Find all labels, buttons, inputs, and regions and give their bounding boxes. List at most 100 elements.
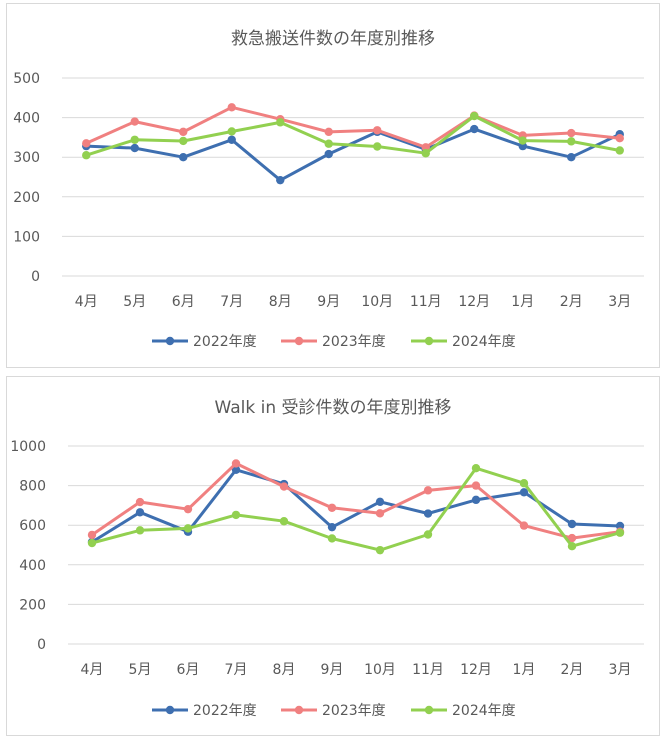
- data-point: [231, 465, 241, 474]
- legend-label: 2024年度: [452, 703, 516, 719]
- y-tick-label: 0: [37, 637, 46, 653]
- legend-item-1: 2023年度: [281, 334, 386, 350]
- data-point: [471, 481, 481, 490]
- data-point: [327, 522, 337, 532]
- x-tick-label: 12月: [460, 662, 492, 678]
- data-point: [87, 538, 97, 548]
- data-point: [130, 135, 139, 144]
- data-point: [615, 146, 624, 155]
- data-point: [324, 149, 333, 159]
- data-point: [179, 136, 188, 146]
- x-tick-label: 9月: [317, 294, 340, 310]
- x-tick-label: 5月: [123, 294, 146, 310]
- series-line-1: [91, 461, 621, 540]
- legend-marker: [424, 705, 434, 715]
- data-point: [82, 151, 91, 160]
- data-point: [183, 504, 193, 514]
- legend-item-2: 2024年度: [411, 334, 516, 350]
- x-tick-label: 6月: [172, 294, 195, 310]
- data-point: [470, 111, 479, 121]
- data-point: [421, 143, 430, 152]
- series-line-0: [86, 127, 621, 182]
- data-point: [615, 133, 624, 143]
- legend-label: 2024年度: [452, 334, 516, 350]
- data-point: [615, 528, 625, 537]
- x-tick-label: 2月: [560, 294, 583, 310]
- x-tick-label: 1月: [513, 662, 536, 678]
- series-line-2: [91, 466, 621, 552]
- data-point: [135, 508, 145, 517]
- data-point: [423, 530, 433, 539]
- chart-title: 救急搬送件数の年度別推移: [231, 29, 435, 49]
- legend-label: 2023年度: [322, 334, 386, 350]
- legend-item-1: 2023年度: [281, 703, 386, 719]
- x-tick-label: 7月: [220, 294, 243, 310]
- data-point: [227, 127, 236, 136]
- data-point: [276, 175, 285, 185]
- data-point: [471, 463, 481, 473]
- emergency-transport-chart-svg: 救急搬送件数の年度別推移 0 100 200 300 400 500 4月 5月 6月 7月 8月 9月…: [13, 29, 644, 350]
- data-point: [373, 142, 382, 151]
- y-tick-label: 0: [31, 269, 40, 285]
- data-point: [470, 124, 479, 134]
- x-tick-label: 1月: [511, 294, 534, 310]
- y-tick-label: 200: [19, 597, 46, 613]
- data-point: [567, 533, 577, 543]
- series-line-1: [85, 105, 620, 149]
- x-tick-label: 3月: [609, 662, 632, 678]
- data-point: [615, 521, 625, 531]
- data-point: [276, 118, 285, 127]
- data-point: [423, 509, 433, 518]
- data-point: [375, 497, 385, 507]
- data-point: [179, 153, 188, 162]
- x-tick-label: 2月: [561, 662, 584, 678]
- data-point: [567, 519, 577, 529]
- data-point: [183, 524, 193, 533]
- data-point: [423, 486, 433, 495]
- data-point: [519, 521, 529, 530]
- y-tick-label: 400: [13, 111, 40, 127]
- data-point: [327, 503, 337, 512]
- data-point: [567, 153, 576, 162]
- x-tick-label: 10月: [361, 294, 393, 310]
- data-point: [231, 459, 241, 468]
- data-point: [227, 135, 236, 144]
- data-point: [327, 534, 337, 543]
- legend-label: 2023年度: [322, 703, 386, 719]
- legend-marker: [165, 336, 175, 346]
- data-point: [375, 509, 385, 518]
- y-tick-label: 100: [13, 229, 40, 245]
- legend-item-0: 2022年度: [152, 703, 257, 719]
- y-tick-label: 500: [13, 71, 40, 87]
- y-tick-label: 300: [13, 150, 40, 166]
- x-tick-label: 4月: [81, 662, 104, 678]
- data-point: [279, 482, 289, 491]
- x-tick-label: 10月: [364, 662, 396, 678]
- data-point: [421, 149, 430, 158]
- legend-marker: [165, 705, 175, 715]
- data-point: [471, 495, 481, 505]
- data-point: [324, 127, 333, 137]
- series-line-2: [85, 114, 621, 157]
- legend-marker: [294, 336, 304, 346]
- data-point: [135, 526, 145, 535]
- walk-in-chart: Walk in 受診件数の年度別推移 0 200 400 600 800 1000 4月 5月 6…: [6, 376, 660, 736]
- emergency-transport-chart: 救急搬送件数の年度別推移 0 100 200 300 400 500 4月 5月 6月 7月 8月 9月…: [6, 3, 660, 368]
- y-tick-label: 200: [13, 190, 40, 206]
- x-tick-label: 3月: [608, 294, 631, 310]
- x-tick-label: 12月: [458, 294, 490, 310]
- data-point: [567, 128, 576, 138]
- data-point: [567, 541, 577, 551]
- legend-label: 2022年度: [193, 703, 257, 719]
- legend-marker: [294, 705, 304, 715]
- walk-in-chart-svg: Walk in 受診件数の年度別推移 0 200 400 600 800 1000 4月 5月 6…: [10, 398, 644, 719]
- y-tick-label: 400: [19, 558, 46, 574]
- x-tick-label: 5月: [129, 662, 152, 678]
- data-point: [87, 530, 97, 540]
- data-point: [179, 127, 188, 137]
- data-point: [279, 517, 289, 526]
- data-point: [227, 103, 236, 112]
- data-point: [82, 139, 91, 148]
- legend-label: 2022年度: [193, 334, 257, 350]
- chart-title: Walk in 受診件数の年度別推移: [214, 398, 451, 418]
